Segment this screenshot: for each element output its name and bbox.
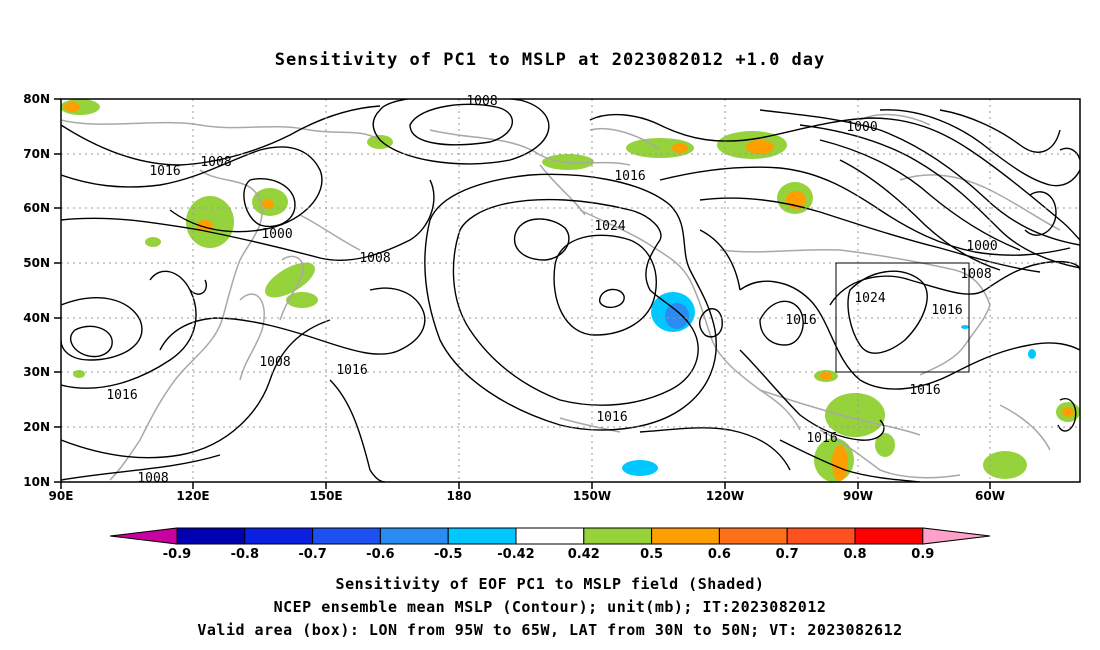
contour-label: 1016 bbox=[806, 431, 837, 446]
lat-label: 20N bbox=[23, 420, 50, 434]
colorbar-label: 0.7 bbox=[776, 547, 799, 562]
colorbar-swatch bbox=[176, 527, 246, 545]
contour-label: 1016 bbox=[336, 363, 367, 378]
contour-label: 1016 bbox=[596, 410, 627, 425]
contour-label: 1016 bbox=[931, 303, 962, 318]
colorbar-swatch bbox=[379, 527, 449, 545]
colorbar-right-arrow bbox=[922, 527, 991, 545]
contour-label: 1008 bbox=[259, 355, 290, 370]
colorbar-swatch bbox=[583, 527, 653, 545]
colorbar-swatch bbox=[447, 527, 517, 545]
lat-label: 80N bbox=[23, 92, 50, 106]
colorbar-label: 0.5 bbox=[640, 547, 663, 562]
contour-label: 1024 bbox=[594, 219, 625, 234]
lat-label: 50N bbox=[23, 256, 50, 270]
colorbar-swatch bbox=[718, 527, 788, 545]
latitude-labels: 80N 70N 60N 50N 40N 30N 20N 10N bbox=[23, 92, 50, 489]
caption-line-2: NCEP ensemble mean MSLP (Contour); unit(… bbox=[273, 598, 827, 616]
shaded-blue-areas bbox=[622, 292, 1036, 476]
map-frame bbox=[60, 98, 1081, 483]
colorbar-swatch bbox=[244, 527, 314, 545]
valid-area-box bbox=[835, 262, 970, 373]
colorbar-label: 0.8 bbox=[843, 547, 866, 562]
caption-line-3: Valid area (box): LON from 95W to 65W, L… bbox=[197, 621, 903, 639]
colorbar-label: 0.9 bbox=[911, 547, 934, 562]
contour-label: 1008 bbox=[200, 155, 231, 170]
lon-label: 180 bbox=[446, 489, 471, 503]
contour-label: 1000 bbox=[966, 239, 997, 254]
lon-label: 150E bbox=[309, 489, 342, 503]
colorbar-label: 0.42 bbox=[568, 547, 600, 562]
colorbar: -0.9 -0.8 -0.7 -0.6 -0.5 -0.42 0.42 0.5 0.6 0.7 0.… bbox=[109, 527, 991, 562]
lon-label: 60W bbox=[975, 489, 1005, 503]
lat-label: 30N bbox=[23, 365, 50, 379]
contour-label: 1016 bbox=[106, 388, 137, 403]
contour-label: 1000 bbox=[261, 227, 292, 242]
lat-label: 70N bbox=[23, 147, 50, 161]
lon-label: 150W bbox=[573, 489, 611, 503]
colorbar-left-arrow bbox=[109, 527, 178, 545]
caption-line-1: Sensitivity of EOF PC1 to MSLP field (Sh… bbox=[335, 575, 765, 593]
mslp-contours bbox=[61, 99, 1080, 482]
axis-ticks bbox=[54, 98, 991, 489]
lon-label: 90W bbox=[843, 489, 873, 503]
contour-label: 1008 bbox=[359, 251, 390, 266]
lon-label: 120E bbox=[176, 489, 209, 503]
longitude-labels: 90E 120E 150E 180 150W 120W 90W 60W bbox=[49, 489, 1005, 503]
colorbar-swatch bbox=[651, 527, 720, 545]
contour-label: 1008 bbox=[466, 94, 497, 109]
colorbar-swatch bbox=[786, 527, 856, 545]
contour-label: 1016 bbox=[614, 169, 645, 184]
coastlines bbox=[61, 113, 1061, 481]
colorbar-label: 0.6 bbox=[708, 547, 731, 562]
lon-label: 120W bbox=[706, 489, 744, 503]
colorbar-swatch bbox=[515, 527, 585, 545]
colorbar-label: -0.42 bbox=[497, 547, 534, 562]
contour-labels: 1008 1016 1008 1000 1008 1016 1008 1016 … bbox=[106, 94, 997, 486]
contour-label: 1024 bbox=[854, 291, 885, 306]
colorbar-label: -0.5 bbox=[434, 547, 462, 562]
colorbar-label: -0.7 bbox=[298, 547, 326, 562]
colorbar-label: -0.9 bbox=[163, 547, 191, 562]
graticule bbox=[61, 99, 1080, 482]
colorbar-swatch bbox=[854, 527, 924, 545]
contour-label: 1008 bbox=[960, 267, 991, 282]
contour-label: 1016 bbox=[785, 313, 816, 328]
colorbar-swatch bbox=[312, 527, 381, 545]
shaded-orange-areas bbox=[64, 102, 1074, 481]
contour-label: 1008 bbox=[137, 471, 168, 486]
contour-label: 1000 bbox=[846, 120, 877, 135]
colorbar-label: -0.8 bbox=[231, 547, 259, 562]
colorbar-label: -0.6 bbox=[366, 547, 394, 562]
lat-label: 60N bbox=[23, 201, 50, 215]
contour-label: 1016 bbox=[149, 164, 180, 179]
map-title: Sensitivity of PC1 to MSLP at 2023082012… bbox=[274, 50, 826, 70]
contour-label: 1016 bbox=[909, 383, 940, 398]
lat-label: 40N bbox=[23, 311, 50, 325]
lon-label: 90E bbox=[49, 489, 74, 503]
lat-label: 10N bbox=[23, 475, 50, 489]
